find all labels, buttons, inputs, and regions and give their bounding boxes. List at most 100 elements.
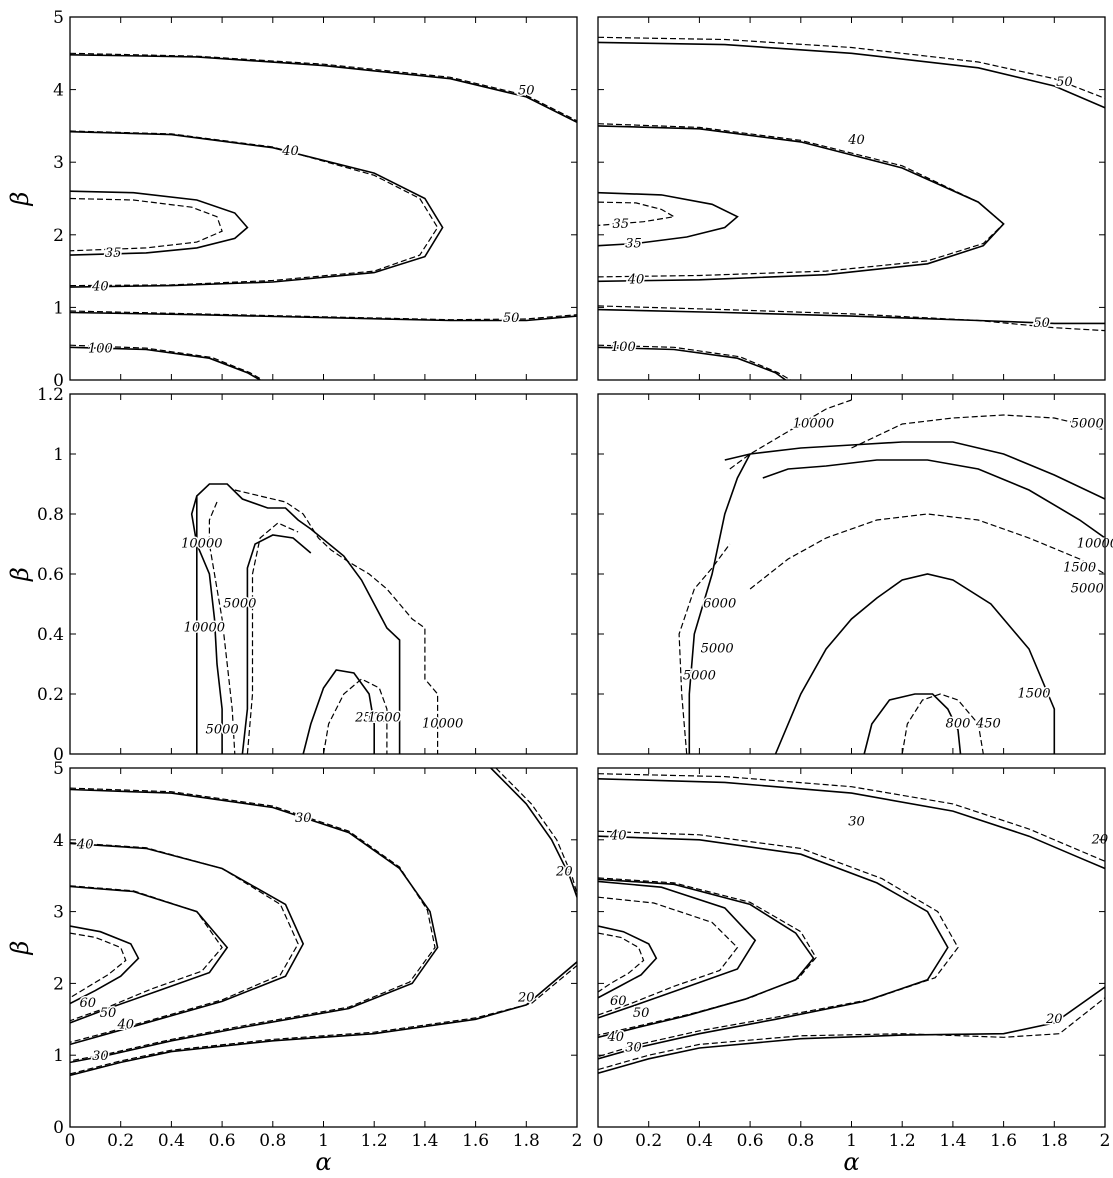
contour-dashed-60: [70, 932, 127, 999]
x-tick-label: 1: [318, 1131, 329, 1151]
contour-solid-800: [863, 693, 962, 754]
x-axis-title: α: [843, 1148, 859, 1176]
contour-label: 50: [100, 1006, 117, 1021]
contour-lines: [598, 773, 1105, 1074]
contour-label: 5000: [1071, 417, 1104, 432]
panel-group: 1005040354050012345β10050403535405010000…: [6, 8, 1113, 1176]
contour-solid-50: [598, 880, 757, 1019]
x-tick-label: 0.2: [107, 1131, 134, 1151]
contour-label: 40: [76, 837, 94, 852]
contour-label: 50: [1056, 75, 1073, 90]
contour-label: 10000: [184, 621, 225, 636]
contour-dashed-50: [70, 310, 577, 321]
contour-label: 40: [627, 272, 645, 287]
contour-solid-5000: [688, 453, 751, 754]
contour-solid-40: [70, 130, 444, 288]
contour-label: 20: [1045, 1012, 1063, 1027]
contour-solid-40: [70, 842, 305, 1046]
x-tick-label: 2: [1100, 1131, 1111, 1151]
contour-solid-20: [598, 986, 1105, 1074]
contour-solid-20: [70, 961, 577, 1077]
x-axis-title: α: [315, 1148, 331, 1176]
x-tick-label: 0: [593, 1131, 604, 1151]
contour-label: 10000: [181, 537, 222, 552]
plot-frame: [597, 16, 1106, 381]
contour-dashed-35: [598, 201, 676, 226]
y-tick-label: 0.4: [37, 625, 64, 645]
plot-frame: [69, 16, 578, 381]
y-axis-title: β: [6, 192, 34, 207]
y-tick-label: 0: [53, 1118, 64, 1138]
y-tick-label: 0: [53, 745, 64, 765]
contour-dashed-20: [495, 768, 577, 894]
contour-label: 50: [633, 1006, 650, 1021]
panel-top-left: 100 50 40 35 40 50 0 1 2 3 4 5 β: [6, 8, 578, 391]
x-tick-label: 0.6: [209, 1131, 236, 1151]
contour-solid-50: [598, 308, 1105, 325]
contour-solid-5000: [190, 495, 223, 754]
contour-dashed-50: [598, 36, 1105, 99]
x-tick-label: 0.6: [737, 1131, 764, 1151]
contour-solid-50: [70, 311, 577, 322]
x-tick-label: 0.8: [787, 1131, 814, 1151]
contour-solid-50: [598, 41, 1105, 109]
contour-dashed-20: [598, 773, 1105, 862]
contour-label: 30: [848, 814, 865, 829]
contour-dashed-40: [70, 842, 299, 1043]
x-tick-label: 1.4: [411, 1131, 438, 1151]
contour-dashed-10000: [729, 399, 852, 470]
contour-lines: [678, 399, 1105, 754]
contour-dashed-30: [598, 830, 959, 1058]
x-tick-label: 0.8: [259, 1131, 286, 1151]
plot-frame: [69, 767, 578, 1128]
y-tick-label: 0: [53, 371, 64, 391]
contour-label: 450: [975, 717, 1001, 732]
x-tick-label: 1.6: [462, 1131, 489, 1151]
y-tick-label: 1: [53, 445, 64, 465]
contour-solid-100: [70, 346, 261, 380]
contour-label: 5000: [223, 597, 256, 612]
contour-label: 10000: [422, 717, 463, 732]
plot-frame: [69, 393, 578, 755]
contour-label: 800: [946, 717, 971, 732]
contour-dashed-40: [598, 123, 1005, 278]
y-tick-label: 3: [53, 153, 64, 173]
y-tick-label: 4: [53, 831, 64, 851]
contour-label: 1500: [1063, 561, 1096, 576]
x-tick-label: 1.4: [939, 1131, 966, 1151]
contour-dashed-60: [598, 932, 645, 993]
y-axis-title: β: [6, 941, 34, 956]
contour-label: 40: [609, 829, 627, 844]
contour-label: 10000: [1077, 537, 1113, 552]
contour-dashed-50: [598, 896, 739, 1016]
contour-dashed-10000: [234, 489, 439, 754]
contour-label: 1500: [1017, 687, 1050, 702]
contour-dashed-40: [598, 877, 817, 1036]
contour-label: 6000: [703, 597, 736, 612]
contour-dashed-30: [70, 787, 436, 1062]
x-tick-label: 1.8: [513, 1131, 540, 1151]
x-tick-label: 1.8: [1041, 1131, 1068, 1151]
x-tick-label: 1.6: [990, 1131, 1017, 1151]
y-tick-label: 1: [53, 1046, 64, 1066]
x-tick-label: 0.4: [686, 1131, 713, 1151]
contour-lines: [598, 36, 1105, 380]
contour-label: 40: [847, 133, 865, 148]
contour-solid-20: [490, 768, 577, 898]
contour-label: 35: [105, 246, 122, 261]
contour-solid-50: [70, 54, 577, 124]
contour-label: 40: [606, 1030, 624, 1045]
contour-solid-35: [70, 190, 249, 256]
x-tick-label: 1.2: [889, 1131, 916, 1151]
y-tick-label: 2: [53, 226, 64, 246]
contour-label: 35: [625, 237, 642, 252]
contour-label: 1600: [368, 711, 401, 726]
contour-label: 100: [88, 341, 113, 356]
x-tick-label: 0: [65, 1131, 76, 1151]
y-tick-label: 5: [53, 759, 64, 779]
panel-middle-right: 10000 5000 10000 1500 5000 5000 5000 6000 1500 80…: [597, 393, 1113, 755]
y-tick-label: 5: [53, 8, 64, 28]
